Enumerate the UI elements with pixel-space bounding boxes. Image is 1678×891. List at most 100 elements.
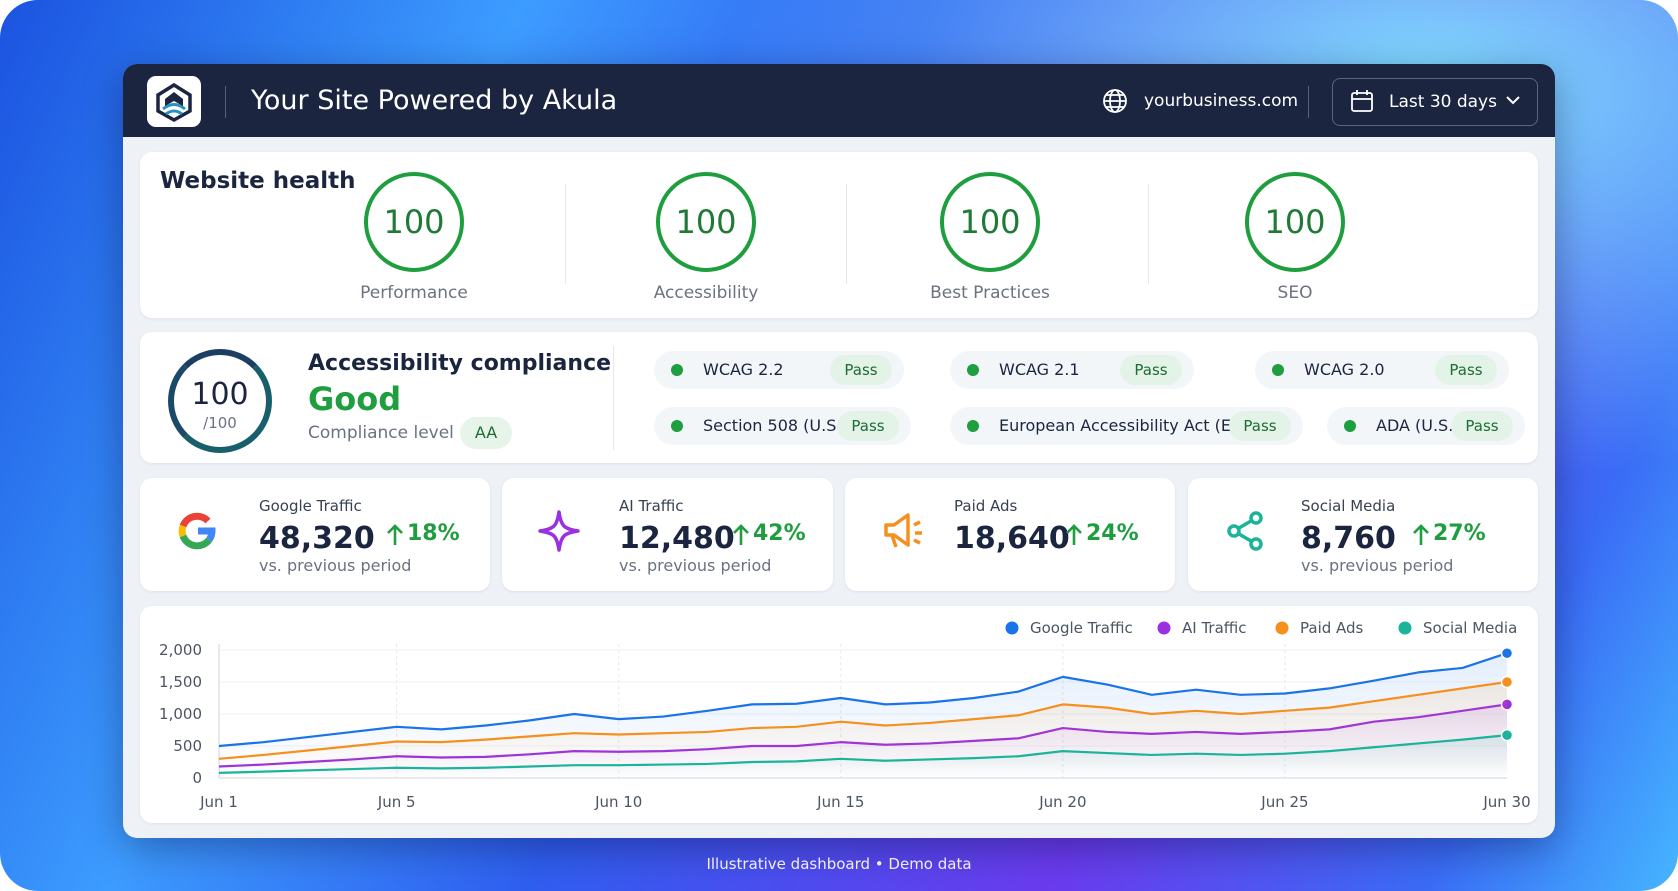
metric-label: Paid Ads (954, 497, 1018, 515)
standard-status: Pass (837, 411, 899, 441)
series-line (218, 680, 1508, 760)
up-arrow-svg (733, 524, 749, 545)
legend-swatch (1005, 621, 1019, 635)
standard-status: Pass (1435, 355, 1497, 385)
status-dot (1344, 420, 1356, 432)
globe-icon (1103, 89, 1127, 113)
status-dot (967, 420, 979, 432)
standard-name: ADA (U.S.) (1376, 416, 1460, 435)
metric-label: Google Traffic (259, 497, 362, 515)
up-arrow-svg (1066, 524, 1082, 545)
metric-note: vs. previous period (1301, 556, 1454, 575)
metric-card (502, 478, 833, 591)
legend-label: Paid Ads (1300, 619, 1364, 637)
metric-icon (172, 506, 222, 560)
end-point (1500, 646, 1514, 660)
metric-value: 48,320 (259, 521, 375, 556)
metric-change: 24% (1086, 521, 1139, 546)
up-arrow (1064, 522, 1084, 552)
metric-value: 8,760 (1301, 521, 1396, 556)
logo-icon (156, 82, 192, 123)
compliance-rating: Good (308, 380, 402, 418)
divider (565, 184, 566, 284)
legend-label: Google Traffic (1030, 619, 1133, 637)
score-label: Performance (360, 283, 468, 303)
up-arrow (385, 522, 405, 552)
metric-icon (877, 506, 927, 560)
line-chart: 0 500 1,000 1,500 2,000 Jun 1 Jun 5 Jun 10 Jun 1… (159, 619, 1531, 811)
health-title: Website health (160, 168, 356, 194)
site-title: Your Site Powered by Akula (251, 85, 618, 116)
metric-note: vs. previous period (619, 556, 772, 575)
x-tick-label: Jun 15 (816, 793, 864, 811)
standard-status: Pass (1229, 411, 1291, 441)
end-point (1500, 728, 1514, 742)
x-tick-label: Jun 30 (1482, 793, 1530, 811)
metric-value: 18,640 (954, 521, 1070, 556)
score-ring: 100 (940, 172, 1040, 272)
x-tick-label: Jun 5 (377, 793, 416, 811)
up-arrow (731, 522, 751, 552)
header-bar (123, 64, 1555, 137)
divider (846, 184, 847, 284)
legend-label: Social Media (1423, 619, 1517, 637)
standard-name: Section 508 (U.S.) (703, 416, 848, 435)
header-divider (225, 86, 226, 118)
standard-name: WCAG 2.0 (1304, 360, 1385, 379)
standard-name: WCAG 2.2 (703, 360, 784, 379)
status-dot (967, 364, 979, 376)
standard-status: Pass (1451, 411, 1513, 441)
date-range[interactable]: Last 30 days (1389, 92, 1497, 112)
compliance-max: /100 (203, 414, 237, 432)
metric-change: 27% (1433, 521, 1486, 546)
compliance-level-label: Compliance level (308, 423, 454, 443)
calendar-icon (1351, 90, 1373, 112)
compliance-ring (168, 349, 272, 453)
date-range-button[interactable] (1332, 78, 1538, 126)
metric-icon-svg (538, 510, 580, 552)
x-tick-label: Jun 1 (199, 793, 238, 811)
y-tick-label: 1,000 (159, 705, 202, 723)
metric-icon-svg (178, 512, 216, 550)
metric-change: 42% (753, 521, 806, 546)
compliance-title: Accessibility compliance (308, 351, 612, 376)
x-tick-label: Jun 20 (1038, 793, 1086, 811)
metric-icon-svg (1227, 511, 1263, 551)
x-tick-label: Jun 25 (1260, 793, 1308, 811)
metric-icon (534, 506, 584, 560)
standard-status: Pass (830, 355, 892, 385)
metric-note: vs. previous period (259, 556, 412, 575)
score-ring: 100 (656, 172, 756, 272)
y-tick-label: 500 (173, 737, 202, 755)
standard-status: Pass (1120, 355, 1182, 385)
metric-label: Social Media (1301, 497, 1396, 515)
legend-swatch (1157, 621, 1171, 635)
status-dot (671, 364, 683, 376)
y-tick-label: 0 (192, 769, 202, 787)
metric-value: 12,480 (619, 521, 735, 556)
status-dot (1272, 364, 1284, 376)
metric-icon-svg (884, 513, 922, 548)
up-arrow-svg (387, 524, 403, 545)
metric-card (845, 478, 1175, 591)
standard-name: European Accessibility Act (EAA) (999, 416, 1260, 435)
series-line (218, 652, 1508, 748)
metric-label: AI Traffic (619, 497, 684, 515)
y-tick-label: 1,500 (159, 673, 202, 691)
up-arrow-svg (1413, 524, 1429, 545)
score-label: Accessibility (653, 283, 759, 303)
score-label: SEO (1277, 283, 1313, 303)
chevron-icon (1506, 96, 1520, 105)
metric-change: 18% (407, 521, 460, 546)
domain: yourbusiness.com (1144, 91, 1299, 111)
up-arrow (1411, 522, 1431, 552)
divider (1148, 184, 1149, 284)
x-tick-label: Jun 10 (594, 793, 642, 811)
metric-icon (1220, 506, 1270, 560)
legend-label: AI Traffic (1182, 619, 1247, 637)
logo (147, 76, 201, 127)
standard-name: WCAG 2.1 (999, 360, 1080, 379)
score-label: Best Practices (930, 283, 1050, 303)
score-ring: 100 (364, 172, 464, 272)
